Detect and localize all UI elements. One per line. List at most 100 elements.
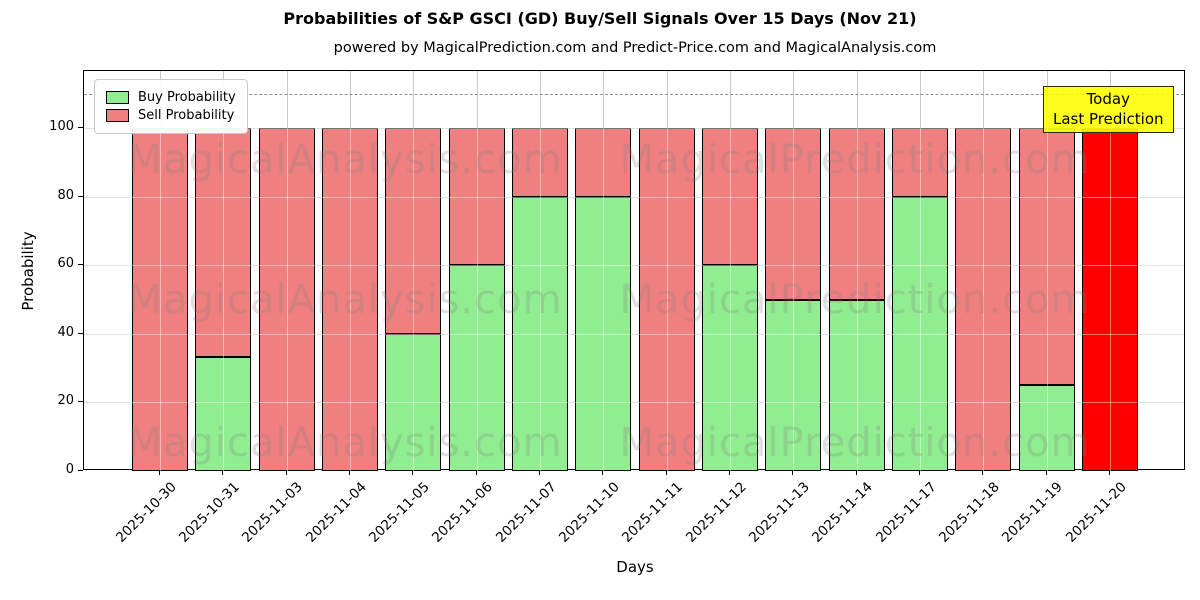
x-tick-label: 2025-11-12 xyxy=(682,479,750,546)
x-tick xyxy=(1045,470,1047,475)
y-tick xyxy=(78,264,83,266)
x-tick-label: 2025-11-11 xyxy=(619,479,686,546)
x-tick xyxy=(792,470,794,475)
h-gridline xyxy=(84,196,1184,198)
h-gridline xyxy=(84,402,1184,404)
chart-title: Probabilities of S&P GSCI (GD) Buy/Sell … xyxy=(283,9,917,28)
sell-bar-segment xyxy=(448,128,505,266)
x-tick-label: 2025-11-17 xyxy=(872,479,940,546)
legend-buy-label: Buy Probability xyxy=(138,90,236,105)
h-gridline xyxy=(84,333,1184,335)
x-tick xyxy=(855,470,857,475)
watermark-text: MagicalAnalysis.com xyxy=(127,277,563,323)
h-gridline xyxy=(84,128,1184,130)
sell-bar-segment xyxy=(512,128,568,197)
sell-swatch-icon xyxy=(106,109,129,122)
x-tick-label: 2025-11-03 xyxy=(239,479,306,546)
watermark-text: MagicalAnalysis.com xyxy=(127,420,563,466)
x-tick xyxy=(1109,470,1110,475)
v-gridline-over-bar xyxy=(286,128,288,471)
y-tick-label: 60 xyxy=(57,256,74,272)
watermark-text: MagicalAnalysis.com xyxy=(127,137,563,183)
chart-subtitle: powered by MagicalPrediction.com and Pre… xyxy=(333,40,937,56)
sell-bar-segment xyxy=(195,128,252,357)
buy-bar-segment xyxy=(512,196,568,471)
v-gridline-over-bar xyxy=(666,128,668,471)
x-tick xyxy=(159,470,160,475)
x-tick-label: 2025-11-05 xyxy=(365,479,433,546)
buy-bar-segment xyxy=(828,299,885,471)
legend-entry-buy: Buy Probability xyxy=(106,90,236,105)
buy-bar-segment xyxy=(892,196,948,471)
v-gridline-over-bar xyxy=(223,128,225,471)
plot-area: Buy Probability Sell Probability Today L… xyxy=(83,70,1185,471)
y-tick xyxy=(78,470,83,471)
sell-bar-segment xyxy=(892,128,948,197)
y-tick-label: 100 xyxy=(49,119,74,135)
sell-bar-segment xyxy=(575,128,632,197)
x-tick-label: 2025-10-31 xyxy=(175,479,243,546)
sell-bar-segment xyxy=(828,128,885,300)
x-tick-label: 2025-11-10 xyxy=(555,479,623,546)
buy-bar-segment xyxy=(702,265,758,471)
sell-bar-segment xyxy=(385,128,442,334)
h-gridline xyxy=(84,265,1184,267)
watermark-text: MagicalPrediction.com xyxy=(619,277,1091,323)
h-gridline-over-bars xyxy=(84,128,1184,130)
today-annotation: Today Last Prediction xyxy=(1043,86,1174,133)
today-annotation-line1: Today xyxy=(1086,90,1130,108)
x-tick xyxy=(729,470,730,475)
x-tick-label: 2025-11-13 xyxy=(745,479,813,546)
y-tick-label: 20 xyxy=(57,393,74,409)
sell-bar-segment xyxy=(1018,128,1075,386)
v-gridline-over-bar xyxy=(603,128,605,471)
h-gridline-over-bars xyxy=(84,402,1184,404)
sell-bar-segment xyxy=(955,128,1012,471)
buy-bar-segment xyxy=(765,299,822,471)
v-gridline-over-bar xyxy=(540,128,541,471)
x-tick xyxy=(982,470,984,475)
v-gridline-over-bar xyxy=(350,128,351,471)
sell-bar-segment xyxy=(132,128,188,471)
y-tick-label: 0 xyxy=(65,462,74,477)
x-tick-label: 2025-11-19 xyxy=(999,479,1066,546)
x-tick-label: 2025-11-14 xyxy=(809,479,876,546)
buy-swatch-icon xyxy=(106,91,129,104)
x-tick xyxy=(222,470,224,475)
v-gridline-over-bar xyxy=(1046,128,1048,471)
x-tick-label: 2025-11-18 xyxy=(935,479,1003,546)
y-tick xyxy=(78,332,83,334)
v-gridline-over-bar xyxy=(730,128,731,471)
x-tick-label: 2025-11-20 xyxy=(1062,479,1130,546)
x-tick xyxy=(475,470,477,475)
buy-bar-segment xyxy=(1018,385,1075,471)
watermark-text: MagicalPrediction.com xyxy=(619,420,1091,466)
h-gridline-over-bars xyxy=(84,196,1184,198)
y-tick-label: 80 xyxy=(57,187,74,203)
x-tick-label: 2025-10-30 xyxy=(112,479,180,546)
x-axis-label: Days xyxy=(616,558,654,576)
buy-bar-segment xyxy=(575,196,632,471)
y-tick xyxy=(78,195,83,197)
y-tick xyxy=(78,127,83,129)
legend: Buy Probability Sell Probability xyxy=(94,79,248,134)
h-gridline-over-bars xyxy=(84,333,1184,335)
watermark-text: MagicalPrediction.com xyxy=(619,137,1091,183)
v-gridline-over-bar xyxy=(413,128,415,471)
x-tick-label: 2025-11-04 xyxy=(302,479,370,546)
x-tick xyxy=(602,470,604,475)
legend-entry-sell: Sell Probability xyxy=(106,108,236,123)
buy-bar-segment xyxy=(448,265,505,471)
x-tick xyxy=(412,470,414,475)
x-tick xyxy=(349,470,350,475)
dashed-threshold-line xyxy=(84,93,1184,95)
sell-bar-segment xyxy=(258,128,315,471)
v-gridline-over-bar xyxy=(920,128,921,471)
x-tick xyxy=(919,470,920,475)
v-gridline-over-bar xyxy=(856,128,858,471)
x-tick xyxy=(285,470,287,475)
x-tick xyxy=(539,470,540,475)
h-gridline-over-bars xyxy=(84,265,1184,267)
v-gridline-over-bar xyxy=(793,128,795,471)
